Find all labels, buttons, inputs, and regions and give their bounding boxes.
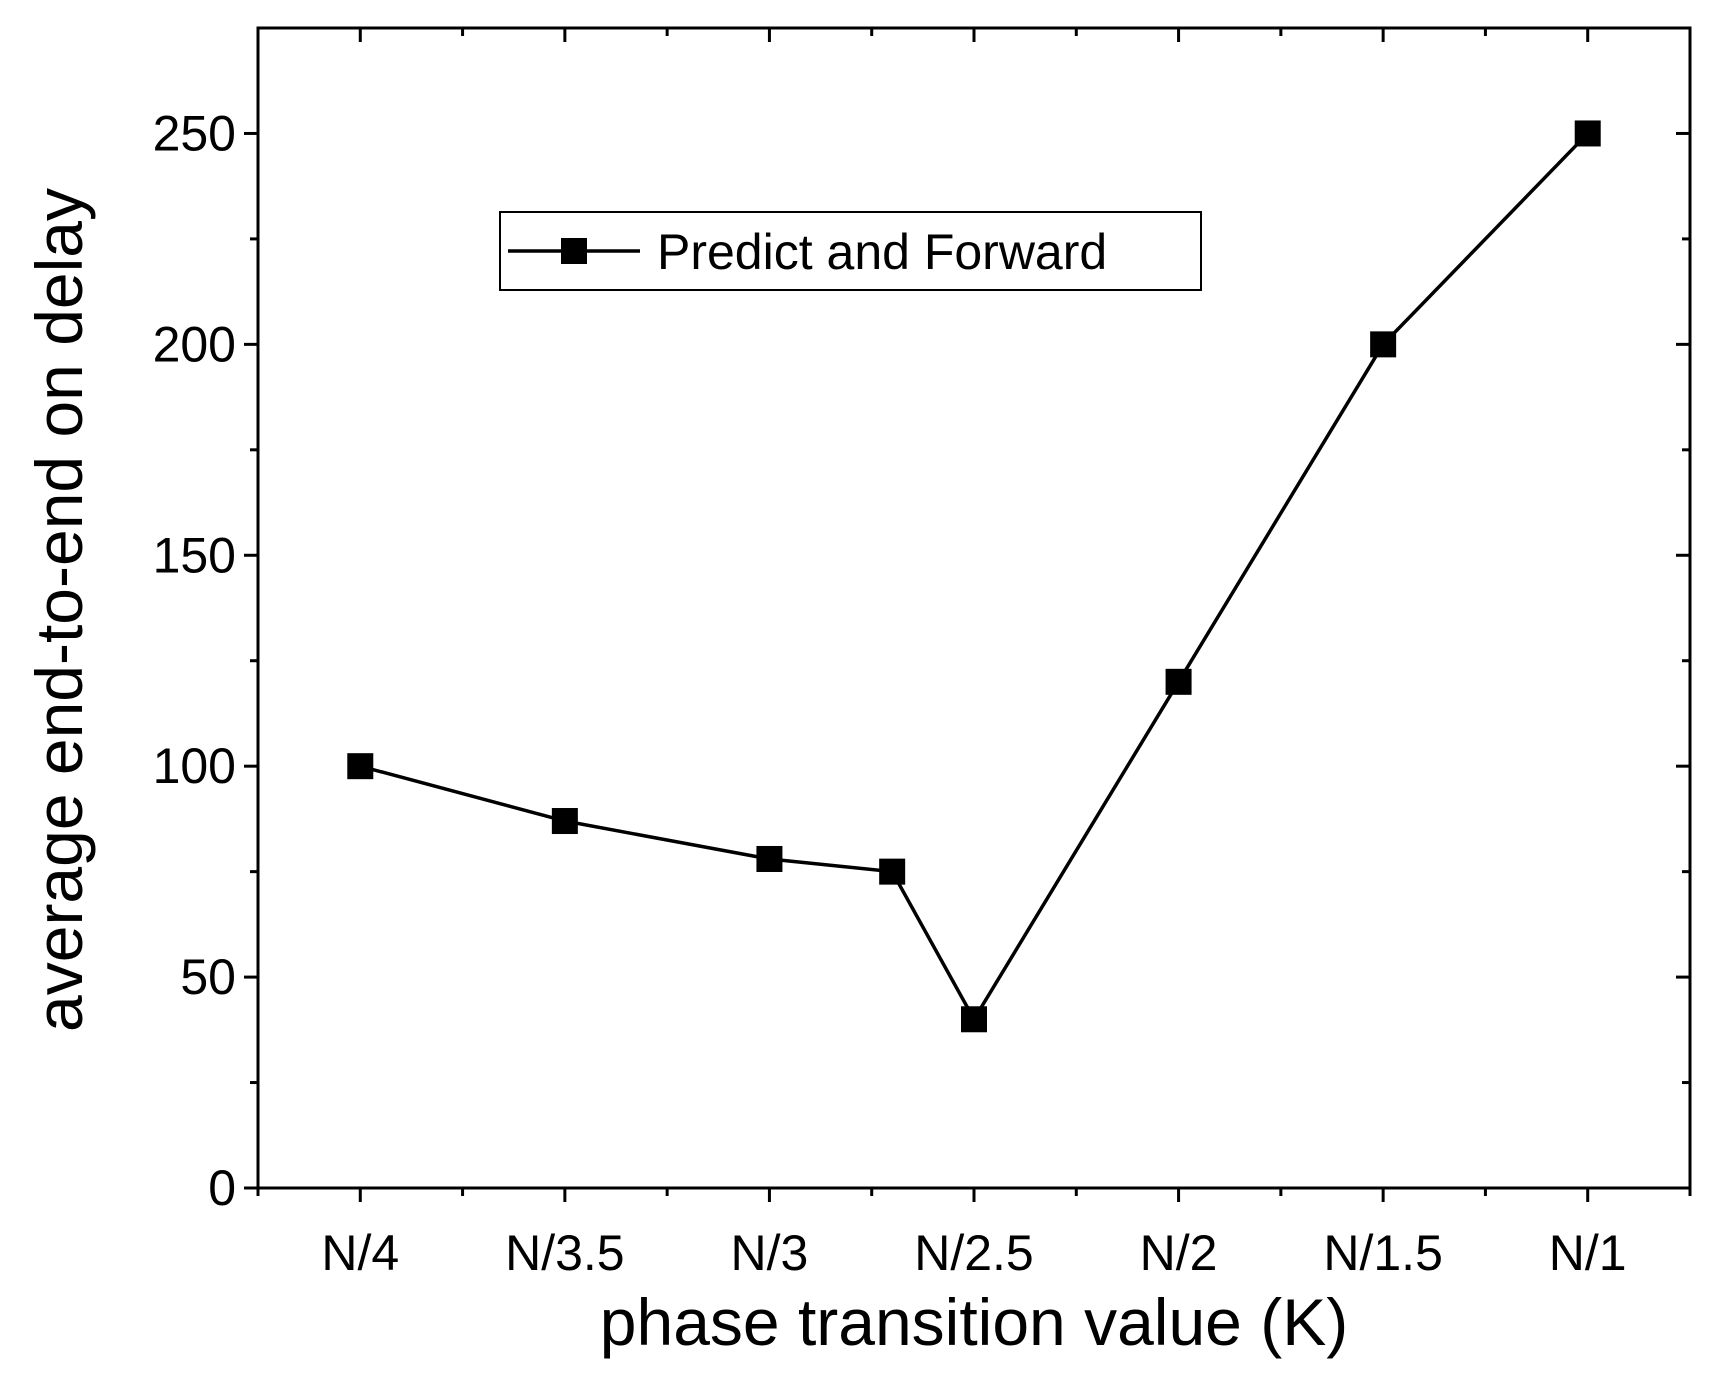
legend: Predict and Forward (499, 211, 1202, 291)
y-tick-label: 0 (208, 1160, 236, 1216)
y-tick-label: 200 (153, 316, 236, 372)
x-tick-label: N/4 (321, 1225, 399, 1281)
x-tick-label: N/1 (1549, 1225, 1627, 1281)
data-series (347, 120, 1601, 1033)
axis-ticks (244, 28, 1692, 1202)
tick-labels: 0 50 100 150 200 250 N/4 N/3.5 N/3 N/2.5 N/2 N/1.5 N… (153, 105, 1627, 1281)
x-tick-label: N/1.5 (1323, 1225, 1443, 1281)
legend-square-marker (561, 238, 587, 264)
x-tick-label: N/3 (731, 1225, 809, 1281)
data-point-marker (1370, 331, 1397, 358)
data-point-marker (1574, 120, 1601, 147)
y-tick-label: 50 (180, 949, 236, 1005)
y-tick-label: 150 (153, 527, 236, 583)
series-line (359, 132, 1589, 1023)
data-point-marker (551, 808, 578, 835)
data-point-marker (1165, 668, 1192, 695)
y-tick-label: 100 (153, 738, 236, 794)
y-axis-title: average end-to-end on delay (22, 188, 96, 1032)
x-axis-title: phase transition value (K) (600, 1285, 1348, 1359)
data-point-marker (961, 1006, 987, 1033)
y-tick-label: 250 (153, 105, 236, 161)
x-tick-label: N/3.5 (505, 1225, 625, 1281)
data-point-marker (347, 753, 374, 780)
data-point-marker (756, 845, 783, 872)
data-point-marker (879, 858, 906, 885)
x-tick-label: N/2 (1140, 1225, 1218, 1281)
legend-label: Predict and Forward (657, 224, 1107, 280)
x-tick-label: N/2.5 (914, 1225, 1034, 1281)
